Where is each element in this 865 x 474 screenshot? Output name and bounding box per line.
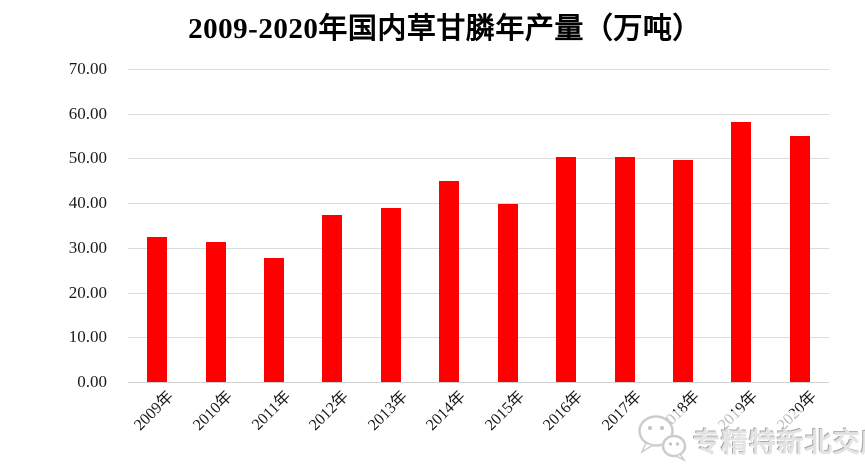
gridline-30 (128, 247, 829, 249)
x-tick-label-2013年: 2013年 (364, 388, 411, 434)
gridline-0 (128, 382, 829, 383)
gridline-60 (128, 113, 829, 115)
bar-2009年 (147, 236, 168, 382)
x-tick-label-2011年: 2011年 (248, 388, 295, 434)
plot-area (128, 69, 829, 383)
bar-2018年 (672, 160, 693, 382)
watermark-text: 专精特新北交所 (693, 427, 865, 458)
bar-2015年 (497, 203, 518, 382)
y-tick-label-60: 60.00 (68, 103, 107, 123)
y-tick-label-70: 70.00 (68, 59, 107, 78)
watermark: 专精特新北交所 (636, 411, 865, 469)
y-tick-label-50: 50.00 (68, 148, 107, 168)
bar-2020年 (789, 136, 810, 382)
gridline-40 (128, 203, 829, 205)
y-tick-label-40: 40.00 (68, 193, 107, 213)
wechat-icon (636, 414, 688, 467)
bar-2019年 (731, 122, 752, 382)
y-tick-label-10: 10.00 (68, 327, 107, 347)
bar-2017年 (614, 156, 635, 382)
bar-2010年 (205, 242, 226, 382)
gridline-70 (128, 69, 829, 70)
x-tick-label-2015年: 2015年 (481, 388, 528, 434)
x-tick-label-2016年: 2016年 (540, 388, 587, 434)
y-tick-label-0: 0.00 (77, 372, 107, 391)
bar-2013年 (380, 207, 401, 382)
bar-2012年 (322, 215, 343, 382)
y-tick-label-30: 30.00 (68, 237, 107, 257)
gridline-20 (128, 292, 829, 294)
bar-2011年 (264, 258, 285, 382)
gridline-10 (128, 337, 829, 339)
y-tick-label-20: 20.00 (68, 282, 107, 302)
x-tick-label-2014年: 2014年 (423, 388, 470, 434)
bar-2014年 (439, 180, 460, 382)
x-tick-label-2012年: 2012年 (306, 388, 353, 434)
gridline-50 (128, 158, 829, 160)
chart-title: 2009-2020年国内草甘膦年产量（万吨） (188, 13, 702, 45)
bar-2016年 (556, 156, 577, 382)
x-tick-label-2009年: 2009年 (131, 388, 178, 434)
x-tick-label-2010年: 2010年 (189, 388, 236, 434)
